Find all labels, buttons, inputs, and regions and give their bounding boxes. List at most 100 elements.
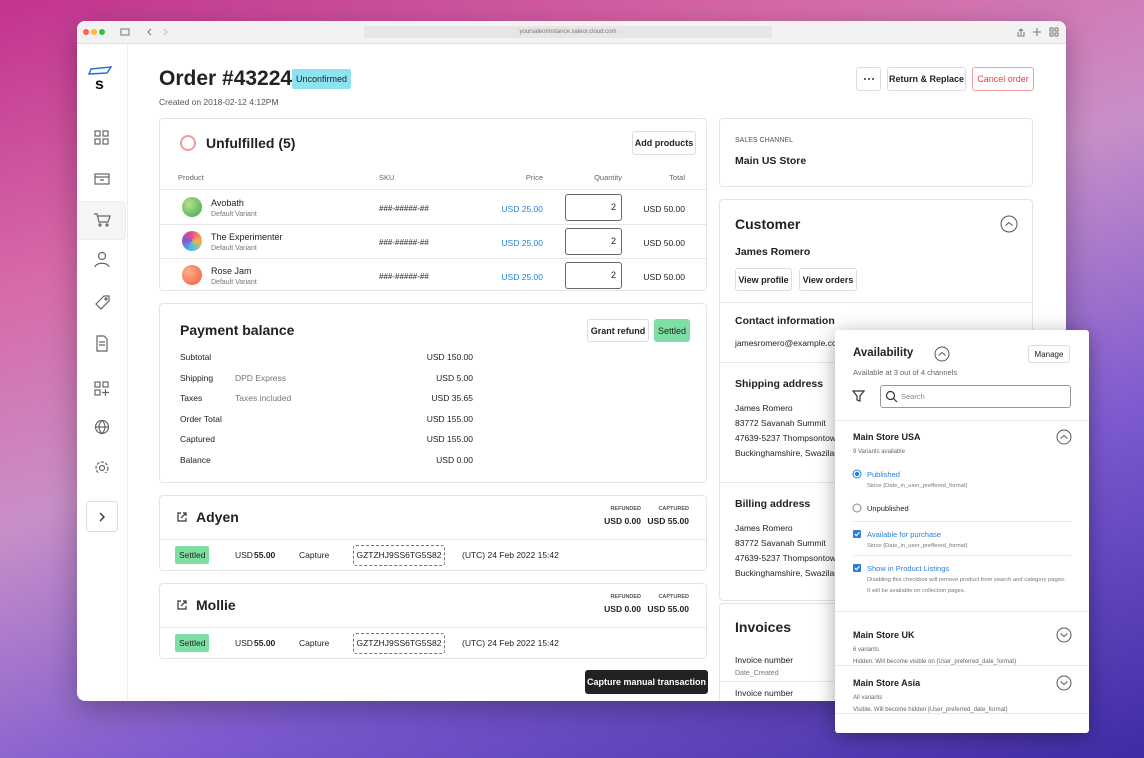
view-profile-button[interactable]: View profile [735,268,792,291]
channel-subtitle: 6 variants [853,647,880,653]
capture-button[interactable]: Capture manual transaction [585,670,708,694]
channel-subtitle: 9 Variants available [853,449,905,455]
card-label: SALES CHANNEL [735,137,793,144]
payment-value: USD 0.00 [436,455,473,465]
grant-refund-button[interactable]: Grant refund [587,319,649,342]
product-name: Rose Jam [211,266,252,276]
channel-note: Visible. Will become hidden {User_prefer… [853,707,1008,713]
view-orders-button[interactable]: View orders [799,268,857,291]
invoice-date: Date_Created [735,670,779,677]
product-variant: Default Variant [211,279,257,286]
psp-reference[interactable]: GZTZHJ9SS6TG5S82 [353,545,445,566]
channel-subtitle: All variants [853,695,883,701]
captured-label: CAPTURED [658,594,689,600]
address-line: 83772 Savanah Summit [735,418,826,428]
payment-label: Order Total [180,413,222,424]
product-image [182,231,202,251]
divider [160,627,706,628]
refunded-value: USD 0.00 [604,516,641,526]
sales-channel: Main US Store [735,155,807,167]
product-variant: Default Variant [211,211,257,218]
psp-reference[interactable]: GZTZHJ9SS6TG5S82 [353,633,445,654]
nav-icons[interactable] [92,128,112,473]
payment-value: USD 35.65 [431,393,473,404]
payment-value: USD 155.00 [426,434,473,445]
option-note: Since {Date_in_user_preffered_format} [867,543,968,549]
settled-button[interactable]: Settled [654,319,690,342]
refunded-label: REFUNDED [610,506,641,512]
amount-value: 55.00 [254,550,276,560]
sidebar-expand-button[interactable] [86,501,118,532]
column-header: Price [525,173,543,182]
customer-name: James Romero [735,246,811,258]
option-label: Show in Product Listings [867,564,950,573]
product-total: USD 50.00 [643,204,685,214]
channel-name: Main Store Asia [853,678,921,688]
refunded-value: USD 0.00 [604,604,641,614]
status-circle [180,135,196,151]
channel-note: Hidden. Will become visible on {User_pre… [853,659,1017,665]
event-type: Capture [299,638,330,648]
address-line: 47639-5237 Thompsontown [735,433,841,443]
product-name: The Experimenter [211,232,283,242]
divider [160,224,706,225]
payment-label: Subtotal [180,352,212,362]
divider [720,302,1032,303]
provider-name: Adyen [196,509,239,525]
payment-note: Taxes included [235,393,292,404]
search-input[interactable] [880,385,1071,408]
payment-label: Taxes [180,393,203,404]
option-label: Published [867,470,900,479]
invoice-number: Invoice number [735,655,794,665]
divider [853,521,1071,522]
product-sku: ###-#####-## [379,204,429,213]
checkbox[interactable] [852,529,862,539]
divider [160,539,706,540]
external-link-icon [177,600,187,610]
product-image [182,197,202,217]
more-icon [863,78,874,80]
toggle-icon [1000,215,1018,233]
payment-note: DPD Express [235,372,287,383]
event-type: Capture [299,550,330,560]
status-badge: Settled [175,546,210,564]
checkbox[interactable] [852,563,862,573]
captured-value: USD 55.00 [647,604,689,614]
quantity-input[interactable]: 2 [565,194,622,221]
toggle-icon [1056,627,1072,643]
product-total: USD 50.00 [643,272,685,282]
provider-name: Mollie [196,597,236,613]
payment-value: USD 5.00 [436,372,473,383]
captured-label: CAPTURED [658,506,689,512]
radio-button[interactable] [852,503,862,513]
option-label: Available for purchase [867,530,942,539]
browser-actions [1017,27,1059,37]
divider [835,713,1089,714]
amount-value: 55.00 [254,638,276,648]
channel-name: Main Store UK [853,630,915,640]
quantity-input[interactable]: 2 [565,262,622,289]
search-icon [885,390,898,403]
payment-label: Shipping [180,372,214,383]
radio-button[interactable] [852,469,862,479]
status-badge: Unconfirmed [292,69,352,89]
address-bar[interactable]: yoursaleorinstance.saleor.cloud.com [364,26,772,38]
panel-title: Availability [853,347,914,359]
customer-email: jamesromero@example.com [735,338,844,348]
add-products-button[interactable]: Add products [632,131,696,155]
created-date: Created on 2018-02-12 4:12PM [159,97,279,107]
external-link-icon [177,512,187,522]
invoice-number: Invoice number [735,688,794,698]
toggle-icon [1056,675,1072,691]
manage-button[interactable]: Manage [1028,345,1070,363]
cancel-order-button[interactable]: Cancel order [972,67,1034,91]
svg-text:s: s [95,76,104,91]
quantity-input[interactable]: 2 [565,228,622,255]
return-replace-button[interactable]: Return & Replace [887,67,966,91]
amount-currency: USD [235,638,253,648]
product-price: USD 25.00 [501,238,543,248]
divider [835,665,1089,666]
more-button[interactable] [856,67,881,91]
section-subtitle: Shipping address [735,378,824,390]
